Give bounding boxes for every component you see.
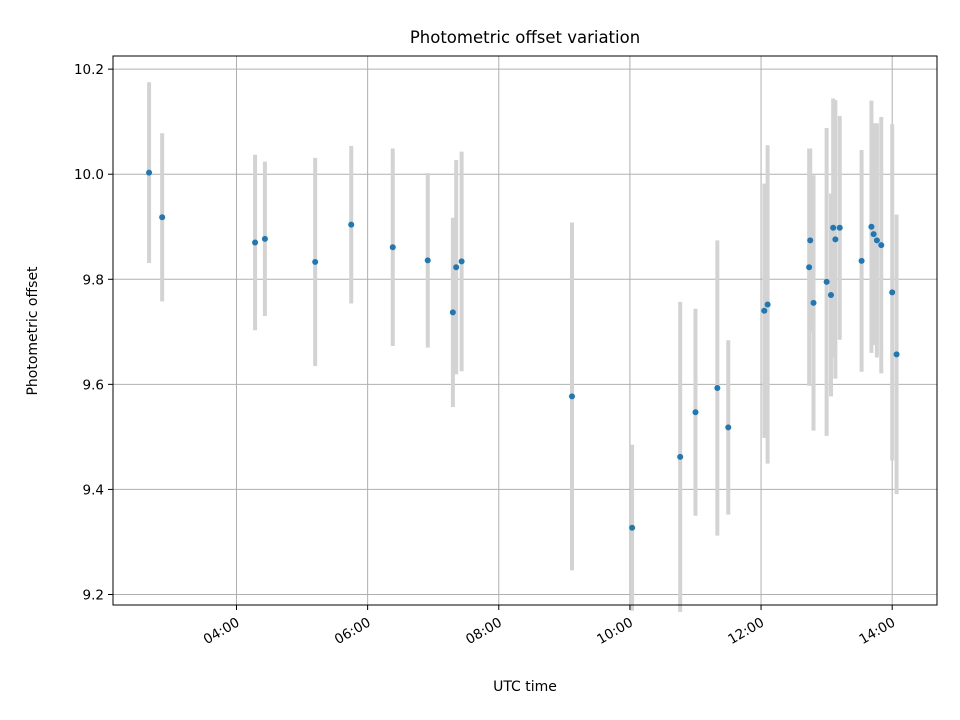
data-point <box>868 223 875 230</box>
data-point <box>761 307 768 314</box>
data-point <box>836 224 843 231</box>
data-point <box>453 264 460 271</box>
data-point <box>714 385 721 392</box>
data-points <box>146 169 900 531</box>
data-point <box>873 237 880 244</box>
data-point <box>424 257 431 264</box>
data-point <box>827 292 834 299</box>
data-point <box>692 409 699 416</box>
y-tick-label: 9.2 <box>83 587 104 603</box>
data-point <box>159 214 166 221</box>
chart-title: Photometric offset variation <box>410 28 640 47</box>
data-point <box>252 239 259 246</box>
y-tick-label: 9.8 <box>83 272 104 288</box>
data-point <box>823 278 830 285</box>
data-point <box>146 169 153 176</box>
data-point <box>677 453 684 460</box>
data-point <box>878 242 885 249</box>
data-point <box>629 524 636 531</box>
data-point <box>893 351 900 358</box>
y-axis-label: Photometric offset <box>25 266 41 396</box>
data-point <box>568 393 575 400</box>
y-tick-label: 10.0 <box>74 167 104 183</box>
data-point <box>389 244 396 251</box>
data-point <box>830 224 837 231</box>
data-point <box>449 309 456 316</box>
data-point <box>725 424 732 431</box>
plot-area-frame <box>112 55 938 606</box>
data-point <box>889 289 896 296</box>
data-point <box>832 236 839 243</box>
data-point <box>312 258 319 265</box>
data-point <box>348 221 355 228</box>
y-tick-label: 9.6 <box>83 377 104 393</box>
y-tick-label: 10.2 <box>74 62 104 78</box>
data-point <box>807 237 814 244</box>
y-tick-label: 9.4 <box>83 482 104 498</box>
x-axis-label: UTC time <box>493 679 557 695</box>
data-point <box>810 299 817 306</box>
data-point <box>458 258 465 265</box>
data-point <box>870 231 877 238</box>
data-point <box>806 264 813 271</box>
data-point <box>261 235 268 242</box>
data-point <box>764 301 771 308</box>
data-point <box>858 257 865 264</box>
